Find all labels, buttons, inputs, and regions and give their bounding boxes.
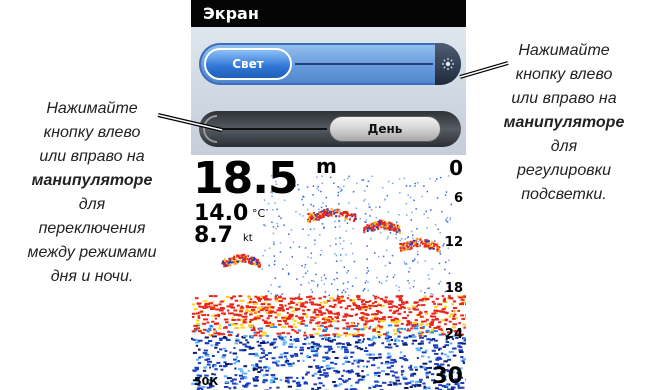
leader-line-left-inner: [158, 115, 222, 130]
leader-line-right-inner: [460, 63, 508, 77]
